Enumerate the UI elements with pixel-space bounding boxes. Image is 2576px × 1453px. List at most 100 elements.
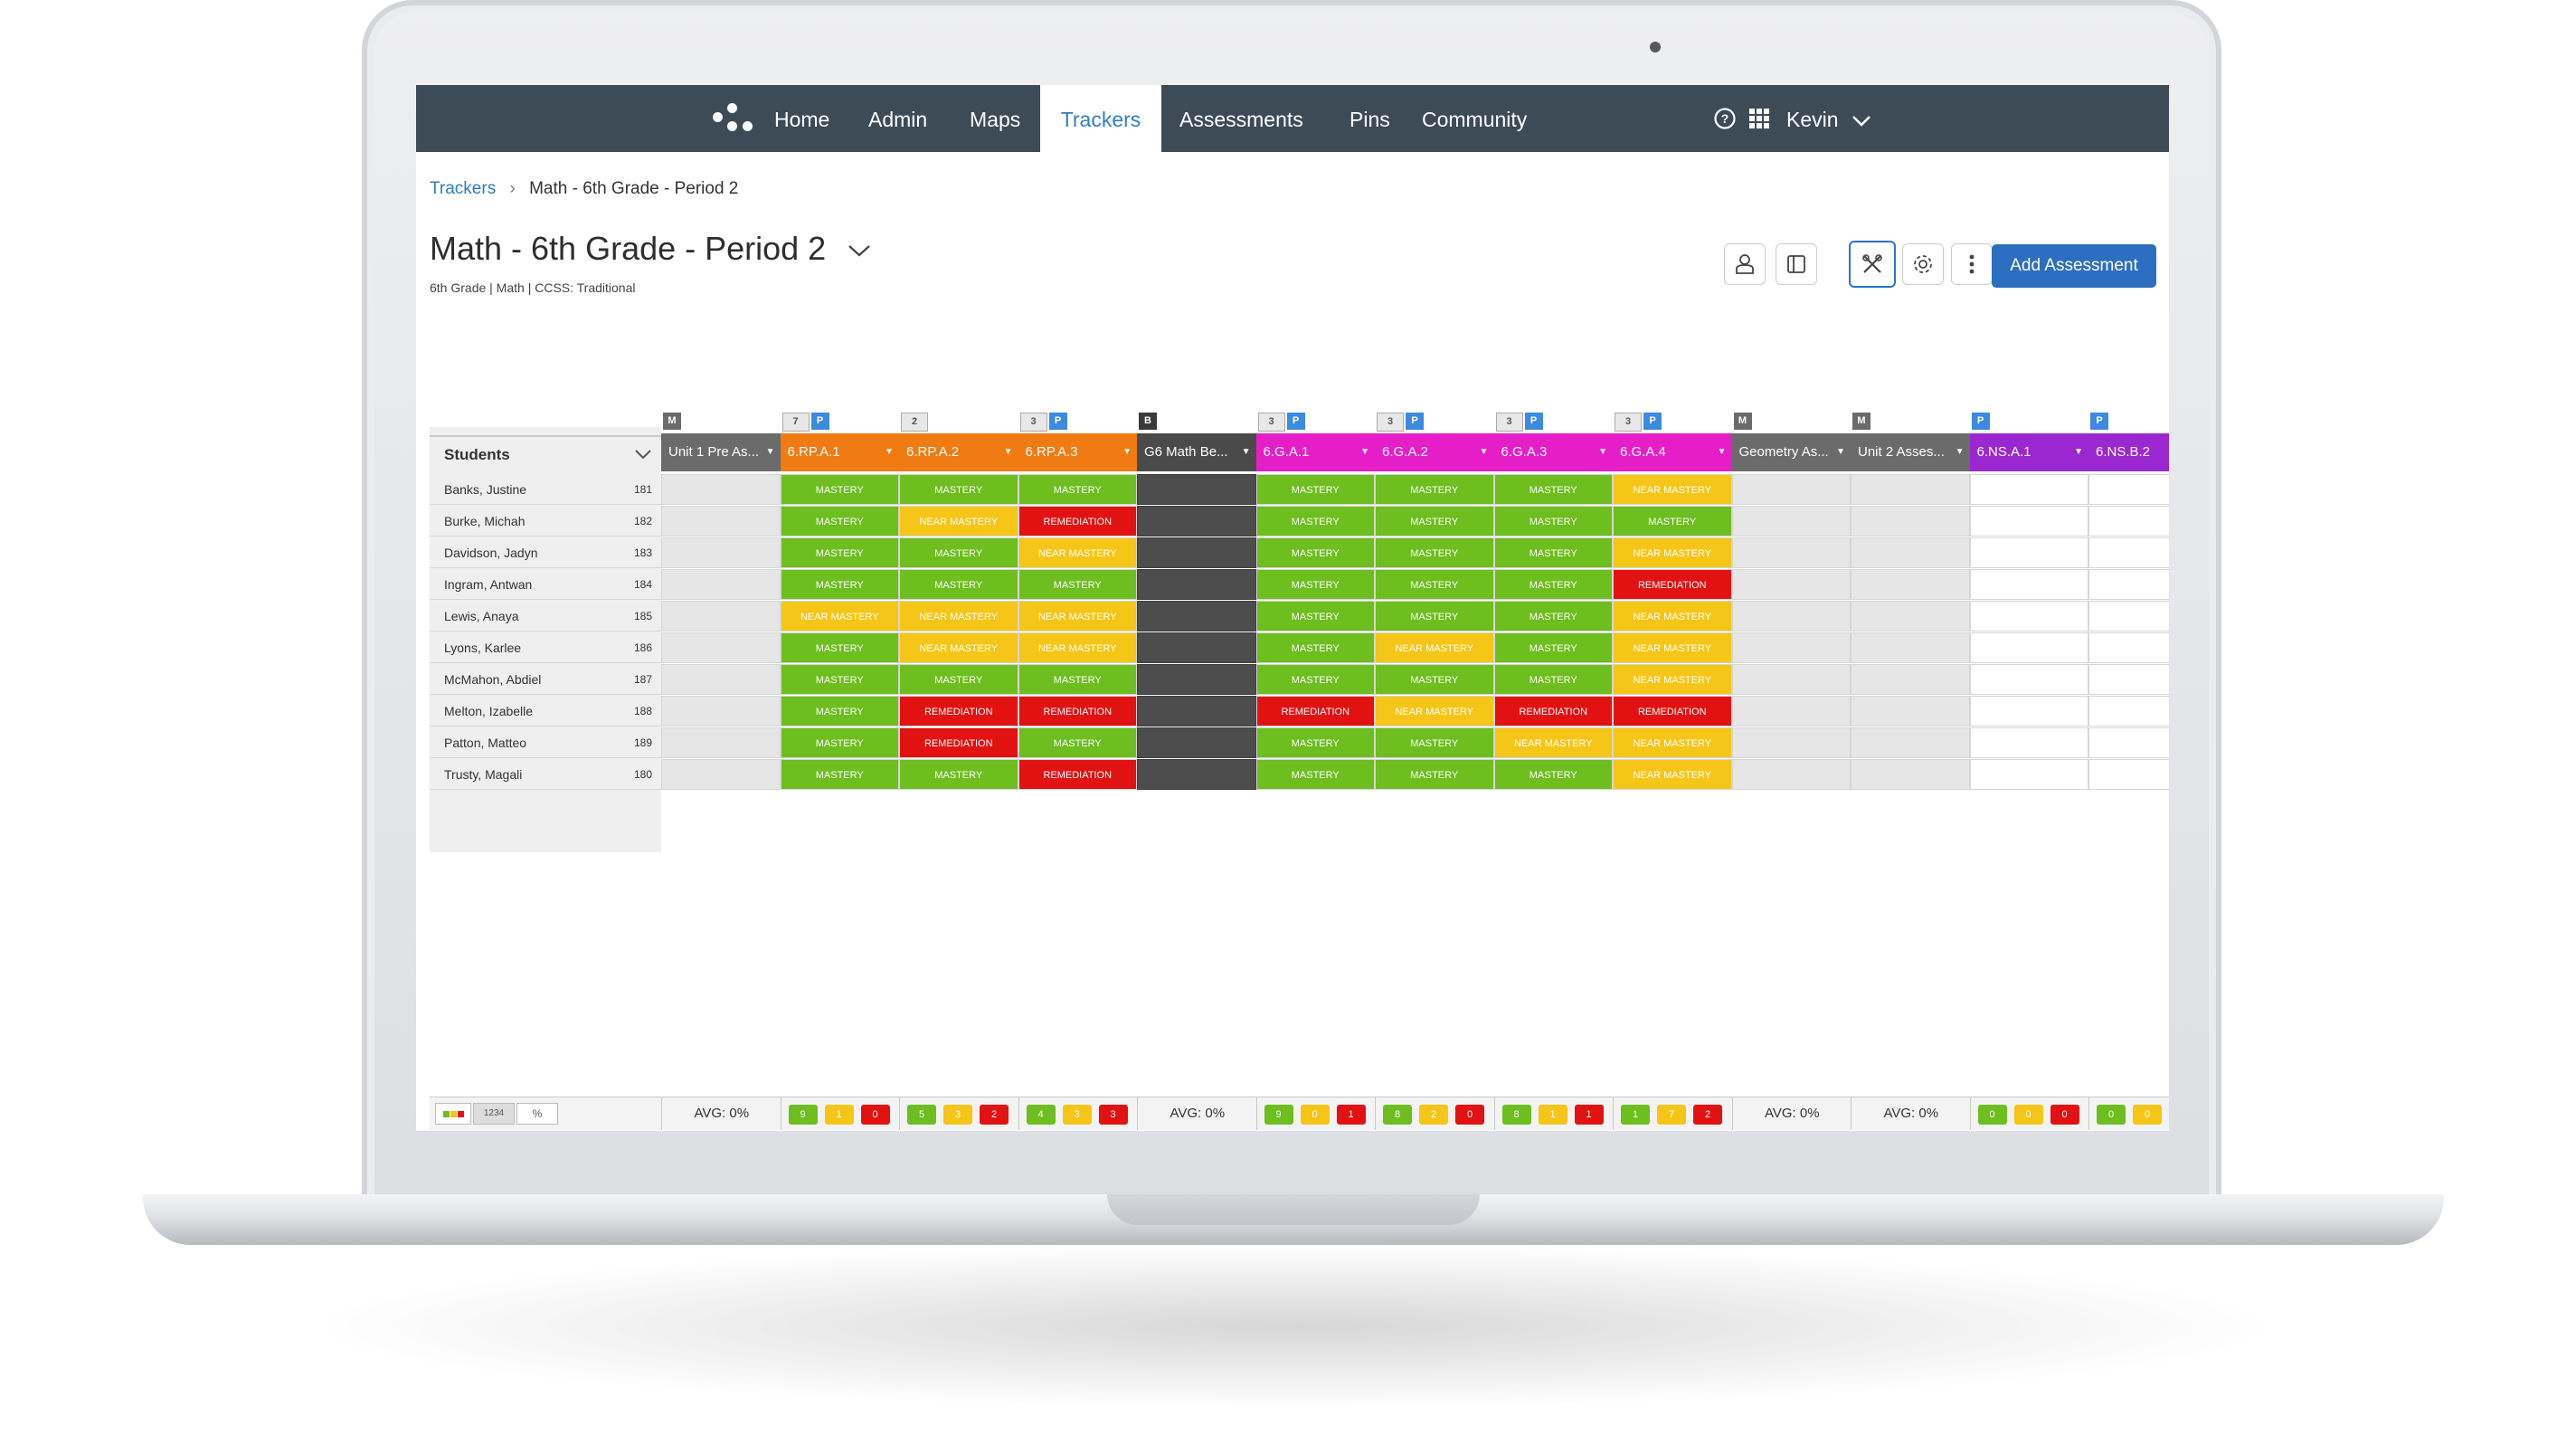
score-cell[interactable]: REMEDIATION [899,696,1018,726]
caret-down-icon[interactable]: ▼ [1955,447,1965,457]
score-cell[interactable] [1137,632,1256,663]
color-view-toggle[interactable] [435,1103,471,1125]
score-cell[interactable] [1731,632,1851,663]
score-cell[interactable] [1851,632,1970,663]
title-chevron-down-icon[interactable] [848,243,871,258]
caret-down-icon[interactable]: ▼ [1717,447,1727,457]
score-cell[interactable]: MASTERY [1255,759,1375,790]
score-cell[interactable] [1851,506,1970,537]
score-cell[interactable] [1137,696,1256,726]
column-header[interactable]: 6.G.A.1 ▼ [1255,433,1375,471]
score-cell[interactable]: REMEDIATION [1018,506,1137,537]
score-cell[interactable]: MASTERY [1493,537,1613,568]
student-row-name[interactable]: Burke, Michah 182 [430,506,661,537]
score-cell[interactable] [1851,537,1970,568]
score-cell[interactable] [2088,664,2169,695]
user-menu[interactable]: Kevin [1786,85,1871,152]
nav-community[interactable]: Community [1422,108,1528,131]
score-cell[interactable]: NEAR MASTERY [899,601,1018,632]
score-cell[interactable]: MASTERY [1018,664,1137,695]
score-cell[interactable]: MASTERY [1375,664,1494,695]
column-header[interactable]: 6.RP.A.3 ▼ [1018,433,1137,471]
score-cell[interactable]: MASTERY [1255,664,1375,695]
score-cell[interactable] [1851,696,1970,726]
score-cell[interactable]: MASTERY [1018,569,1137,600]
score-cell[interactable]: REMEDIATION [1255,696,1375,726]
more-options-button[interactable] [1951,243,1993,285]
apps-grid-icon[interactable] [1747,107,1771,130]
score-cell[interactable]: REMEDIATION [1613,696,1732,726]
score-cell[interactable] [1731,696,1851,726]
student-row-name[interactable]: Lewis, Anaya 185 [430,601,661,632]
score-cell[interactable]: NEAR MASTERY [1613,664,1732,695]
score-cell[interactable]: MASTERY [780,696,899,726]
breadcrumb-trackers-link[interactable]: Trackers [430,179,497,198]
score-cell[interactable] [661,474,781,505]
score-cell[interactable] [1969,537,2088,568]
student-row-name[interactable]: McMahon, Abdiel 187 [430,664,661,695]
score-cell[interactable] [1969,727,2088,758]
score-cell[interactable] [2088,537,2169,568]
score-cell[interactable]: NEAR MASTERY [1375,632,1494,663]
score-cell[interactable] [2088,759,2169,790]
column-header[interactable]: Geometry As... ▼ [1731,433,1851,471]
nav-admin[interactable]: Admin [868,108,928,131]
score-cell[interactable] [1731,727,1851,758]
score-cell[interactable] [1731,664,1851,695]
nav-pins[interactable]: Pins [1350,108,1390,131]
score-cell[interactable]: NEAR MASTERY [1613,632,1732,663]
score-cell[interactable]: NEAR MASTERY [1375,696,1494,726]
student-view-button[interactable] [1724,243,1766,285]
score-cell[interactable]: MASTERY [1493,632,1613,663]
column-header[interactable]: Unit 2 Asses... ▼ [1851,433,1970,471]
column-header[interactable]: Unit 1 Pre As... ▼ [661,433,781,471]
score-cell[interactable]: MASTERY [1375,601,1494,632]
score-cell[interactable] [1969,759,2088,790]
score-cell[interactable] [2088,727,2169,758]
score-cell[interactable]: NEAR MASTERY [1613,601,1732,632]
score-cell[interactable] [1969,569,2088,600]
score-cell[interactable]: MASTERY [899,537,1018,568]
score-cell[interactable]: NEAR MASTERY [899,506,1018,537]
score-cell[interactable] [1969,474,2088,505]
score-cell[interactable]: NEAR MASTERY [1493,727,1613,758]
page-title[interactable]: Math - 6th Grade - Period 2 [430,230,871,268]
student-row-name[interactable]: Trusty, Magali 180 [430,759,661,790]
score-cell[interactable] [1137,601,1256,632]
score-cell[interactable] [661,727,781,758]
score-cell[interactable] [1851,569,1970,600]
score-cell[interactable]: MASTERY [1613,506,1732,537]
score-cell[interactable] [661,506,781,537]
score-cell[interactable]: MASTERY [1255,727,1375,758]
score-cell[interactable] [661,569,781,600]
score-cell[interactable]: NEAR MASTERY [1018,601,1137,632]
score-cell[interactable] [1969,632,2088,663]
score-cell[interactable]: MASTERY [780,537,899,568]
score-cell[interactable]: REMEDIATION [1018,696,1137,726]
score-cell[interactable]: MASTERY [1493,759,1613,790]
student-row-name[interactable]: Davidson, Jadyn 183 [430,537,661,568]
score-cell[interactable]: NEAR MASTERY [1018,632,1137,663]
nav-assessments[interactable]: Assessments [1179,108,1303,131]
score-cell[interactable]: MASTERY [780,759,899,790]
caret-down-icon[interactable]: ▼ [765,447,775,457]
score-cell[interactable]: NEAR MASTERY [1613,474,1732,505]
students-sort-chevron-icon[interactable] [634,449,652,460]
score-cell[interactable]: MASTERY [780,474,899,505]
score-cell[interactable]: NEAR MASTERY [1613,727,1732,758]
score-cell[interactable] [1731,569,1851,600]
column-header[interactable]: 6.G.A.4 ▼ [1613,433,1732,471]
count-view-toggle[interactable]: 1234 [473,1103,515,1125]
caret-down-icon[interactable]: ▼ [885,447,894,457]
score-cell[interactable] [1137,474,1256,505]
score-cell[interactable] [1851,601,1970,632]
score-cell[interactable]: REMEDIATION [1493,696,1613,726]
score-cell[interactable] [2088,506,2169,537]
score-cell[interactable]: MASTERY [1255,569,1375,600]
logo-icon[interactable] [713,103,754,134]
caret-down-icon[interactable]: ▼ [1598,447,1607,457]
score-cell[interactable]: REMEDIATION [1613,569,1732,600]
score-cell[interactable] [1969,696,2088,726]
score-cell[interactable] [1851,759,1970,790]
layout-panel-button[interactable] [1776,243,1817,285]
